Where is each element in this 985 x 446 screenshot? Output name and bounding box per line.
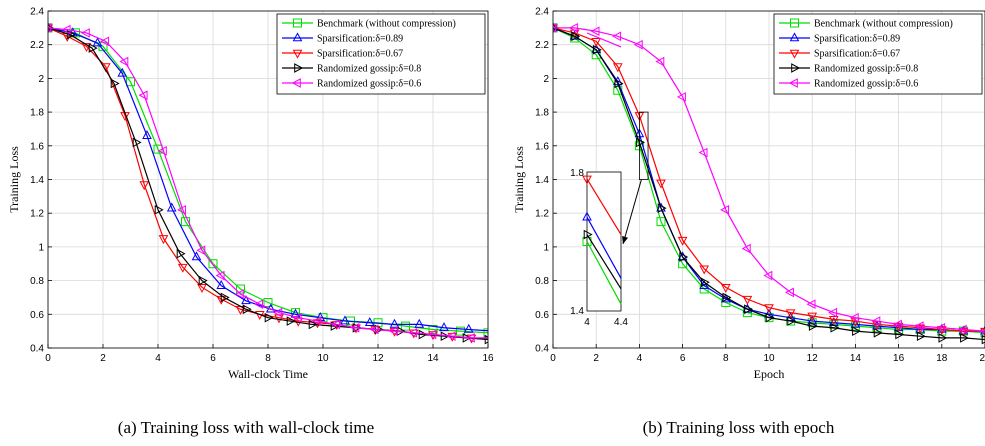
y-tick-label: 1.2: [30, 209, 44, 220]
y-tick-label: 1.6: [535, 141, 549, 152]
data-point-1: [391, 320, 399, 327]
legend-entry-label: Benchmark (without compression): [317, 19, 456, 30]
y-tick-label: 2.2: [535, 40, 549, 51]
y-tick-label: 2: [543, 74, 549, 85]
x-tick-label: 2: [593, 353, 599, 364]
y-tick-label: 1.8: [535, 108, 549, 119]
zoom-arrow-head: [622, 236, 628, 244]
x-tick-label: 6: [210, 353, 216, 364]
inset-y-tick-label: 1.4: [570, 306, 584, 317]
inset-y-tick-label: 1.8: [570, 168, 584, 179]
y-tick-label: 0.6: [30, 310, 44, 321]
y-axis-label: Training Loss: [7, 146, 21, 213]
y-tick-label: 0.8: [535, 276, 549, 287]
legend: Benchmark (without compression) Sparsific…: [774, 14, 982, 94]
x-tick-label: 16: [482, 353, 494, 364]
inset-frame: [587, 172, 621, 311]
x-tick-label: 12: [372, 353, 384, 364]
y-axis-label: Training Loss: [512, 146, 526, 213]
legend-entry-label: Randomized gossip:δ=0.8: [317, 64, 421, 75]
data-point-4: [764, 272, 771, 280]
x-tick-label: 18: [936, 353, 948, 364]
x-axis-label: Wall-clock Time: [228, 367, 308, 381]
inset-chart: 4 4.4 1.4 1.8: [570, 33, 641, 328]
x-tick-label: 10: [317, 353, 329, 364]
x-tick-label: 14: [850, 353, 862, 364]
x-tick-label: 4: [155, 353, 161, 364]
x-tick-label: 14: [427, 353, 439, 364]
x-tick-label: 12: [807, 353, 819, 364]
chart-panel-a: 0 2 4 6 8 10 12 14 16 0.4 0.6 0.8 1 1.2 1.4 1.6 1.8 2 2.2 2…: [7, 7, 498, 382]
chart-panel-b: 0 2 4 6 8 10 12 14 16 18 20 0.4 0.6 0.8 1 1.2 1.4 1.6 1.8 2…: [512, 7, 985, 382]
y-tick-label: 0.6: [535, 310, 549, 321]
y-tick-label: 2.2: [30, 40, 44, 51]
legend-entry-label: Sparsification:δ=0.89: [814, 34, 900, 45]
data-point-1: [415, 320, 423, 327]
data-point-2: [700, 266, 708, 273]
x-tick-label: 0: [550, 353, 556, 364]
figure: 0 2 4 6 8 10 12 14 160.40.60.811.21.41.61.822.22…: [0, 0, 985, 410]
y-tick-label: 0.4: [535, 344, 549, 355]
y-tick-label: 1: [38, 242, 44, 253]
x-tick-label: 8: [265, 353, 271, 364]
y-tick-label: 2: [38, 74, 44, 85]
data-point-2: [198, 285, 206, 292]
x-tick-label: 0: [45, 353, 51, 364]
y-tick-label: 0.4: [30, 344, 44, 355]
data-point-4: [140, 91, 147, 99]
y-tick-label: 2.4: [535, 7, 549, 18]
x-axis-label: Epoch: [754, 367, 785, 381]
legend-entry-label: Randomized gossip:δ=0.8: [814, 64, 918, 75]
legend-entry-label: Benchmark (without compression): [814, 19, 953, 30]
legend-entry-label: Randomized gossip:δ=0.6: [317, 79, 421, 90]
caption-a: (a) Training loss with wall-clock time: [0, 418, 492, 438]
zoom-arrow-line: [623, 180, 641, 245]
y-tick-label: 1.4: [535, 175, 549, 186]
x-tick-label: 10: [763, 353, 775, 364]
y-tick-label: 1.8: [30, 108, 44, 119]
legend-entry-label: Randomized gossip:δ=0.6: [814, 79, 918, 90]
inset-x-tick-label: 4.4: [614, 317, 628, 328]
x-tick-label: 20: [979, 353, 985, 364]
x-tick-label: 4: [637, 353, 643, 364]
caption-b: (b) Training loss with epoch: [492, 418, 985, 438]
x-tick-label: 2: [100, 353, 106, 364]
x-tick-label: 6: [680, 353, 686, 364]
y-tick-label: 1.2: [535, 209, 549, 220]
inset-x-tick-label: 4: [584, 317, 590, 328]
legend: Benchmark (without compression) Sparsific…: [277, 14, 485, 94]
x-tick-label: 16: [893, 353, 905, 364]
legend-entry-label: Sparsification:δ=0.89: [317, 34, 403, 45]
y-tick-label: 1.4: [30, 175, 44, 186]
y-tick-label: 2.4: [30, 7, 44, 18]
legend-entry-label: Sparsification:δ=0.67: [317, 49, 403, 60]
y-tick-label: 0.8: [30, 276, 44, 287]
legend-entry-label: Sparsification:δ=0.67: [814, 49, 900, 60]
y-tick-label: 1: [543, 242, 549, 253]
x-tick-label: 8: [723, 353, 729, 364]
data-point-1: [490, 327, 498, 334]
y-tick-label: 1.6: [30, 141, 44, 152]
